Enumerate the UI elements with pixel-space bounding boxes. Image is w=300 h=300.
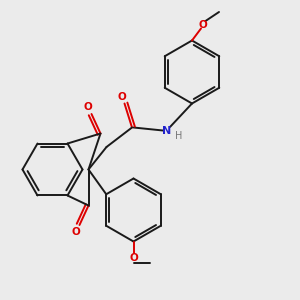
- Text: O: O: [117, 92, 126, 102]
- Text: H: H: [176, 131, 183, 141]
- Text: O: O: [71, 226, 80, 237]
- Text: N: N: [162, 125, 171, 136]
- Text: O: O: [83, 102, 92, 112]
- Text: O: O: [129, 253, 138, 263]
- Text: O: O: [198, 20, 207, 31]
